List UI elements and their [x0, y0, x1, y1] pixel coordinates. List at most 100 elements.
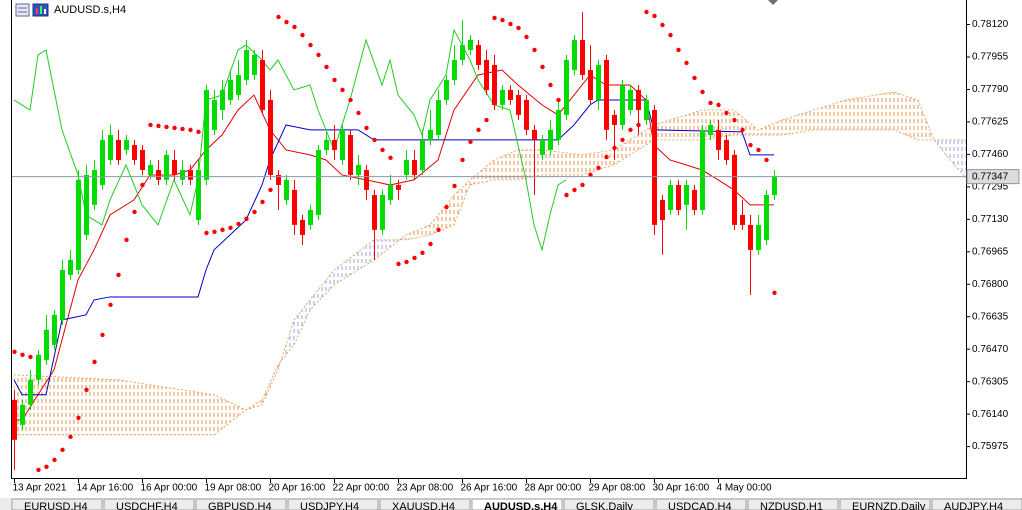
candle-body [380, 195, 385, 230]
tab[interactable] [839, 498, 931, 510]
sar-dot [292, 24, 297, 30]
candle-body [572, 39, 577, 71]
candle-body [20, 404, 25, 425]
sar-dot [612, 145, 617, 151]
sar-dot [196, 129, 201, 135]
candle-body [500, 89, 505, 105]
sar-dot [364, 125, 369, 131]
candle-body [36, 354, 41, 380]
candle-body [620, 85, 625, 125]
sar-dot [108, 302, 113, 308]
candle-body [132, 145, 137, 160]
tab-label[interactable]: USDCAD,H4 [668, 501, 732, 510]
candle-body [532, 129, 537, 140]
sar-dot [420, 250, 425, 256]
candle-body [252, 54, 257, 75]
sar-dot [172, 125, 177, 131]
candle-body [60, 269, 65, 320]
sar-dot [428, 241, 433, 247]
candle-body [644, 99, 649, 121]
candle-body [660, 199, 665, 221]
chart-icon-bar [44, 9, 46, 14]
candle-body [484, 60, 489, 90]
tab-label[interactable]: EURUSD,H4 [24, 501, 88, 510]
y-tick-label: 0.77790 [972, 84, 1009, 95]
candle-body [356, 164, 361, 175]
candle-body [468, 39, 473, 50]
candle-body [580, 39, 585, 75]
tab-label[interactable]: EURNZD,Daily [852, 501, 926, 510]
sar-dot [372, 137, 377, 143]
sar-dot [28, 354, 33, 360]
sar-dot [748, 142, 753, 148]
sar-dot [60, 447, 65, 453]
cloud-segment [734, 110, 758, 135]
sar-dot [404, 259, 409, 265]
tab[interactable] [379, 498, 471, 510]
candle-body [748, 224, 753, 250]
sar-dot [556, 97, 561, 103]
current-price-label: 0.77347 [972, 171, 1009, 182]
sar-dot [716, 102, 721, 108]
tab[interactable] [931, 498, 1022, 510]
candle-body [508, 89, 513, 100]
tab-label[interactable]: AUDJPY,H4 [944, 501, 1003, 510]
tab-label[interactable]: USDJPY,H4 [300, 501, 359, 510]
cloud-segment [494, 149, 518, 180]
sar-dot [380, 147, 385, 153]
tab-label[interactable]: NZDUSD,H1 [760, 501, 823, 510]
sar-dot [260, 199, 265, 205]
cloud-edge [13, 91, 967, 411]
y-tick-label: 0.77130 [972, 214, 1009, 225]
sar-dot [436, 227, 441, 233]
tab[interactable] [747, 498, 839, 510]
candle-body [564, 60, 569, 115]
tab[interactable] [11, 498, 103, 510]
candle-body [372, 195, 377, 230]
sar-dot [12, 349, 17, 355]
x-tick-label: 30 Apr 16:00 [653, 483, 710, 494]
sar-dot [732, 117, 737, 123]
tab-label[interactable]: XAUUSD,H4 [392, 501, 455, 510]
sar-dot [588, 172, 593, 178]
sar-dot [148, 122, 153, 128]
axis-layer: 0.78120 0.77955 0.77790 0.77625 0.77460 0.772… [11, 0, 1020, 494]
sar-dot [212, 229, 217, 235]
candle-body [212, 99, 217, 130]
sar-dot [580, 182, 585, 188]
tab[interactable] [103, 498, 195, 510]
sar-dot [68, 434, 73, 440]
sar-dot [252, 209, 257, 215]
tab-label[interactable]: USDCHF,H4 [116, 501, 178, 510]
candle-body [652, 110, 657, 225]
sar-dot [236, 221, 241, 227]
cloud-segment [118, 379, 214, 435]
tab-label[interactable]: GBPUSD,H4 [208, 501, 272, 510]
chart-icon-bar [40, 6, 42, 14]
candle-body [92, 170, 97, 205]
tab-label[interactable]: AUDUSD.s,H4 [484, 501, 558, 510]
cloud-layer [13, 91, 967, 436]
cloud-segment [846, 91, 894, 130]
y-tick-label: 0.77295 [972, 181, 1009, 192]
tab[interactable] [195, 498, 287, 510]
x-tick-label: 20 Apr 16:00 [269, 483, 326, 494]
tab[interactable] [287, 498, 379, 510]
sar-dot [644, 9, 649, 15]
menu-icon[interactable] [15, 3, 30, 17]
sar-dot [340, 87, 345, 93]
cloud-segment [214, 394, 246, 435]
y-tick-label: 0.76305 [972, 376, 1009, 387]
tab[interactable] [655, 498, 747, 510]
sar-dot [100, 332, 105, 338]
cloud-segment [894, 91, 918, 140]
candle-body [596, 64, 601, 100]
cloud-segment [470, 159, 494, 185]
tab-label[interactable]: GLSK,Daily [576, 501, 633, 510]
tab[interactable] [563, 498, 655, 510]
candle-body [732, 154, 737, 225]
sar-dot [268, 187, 273, 193]
tab[interactable] [471, 498, 563, 510]
sar-dot [332, 77, 337, 83]
sar-dot [684, 60, 689, 66]
